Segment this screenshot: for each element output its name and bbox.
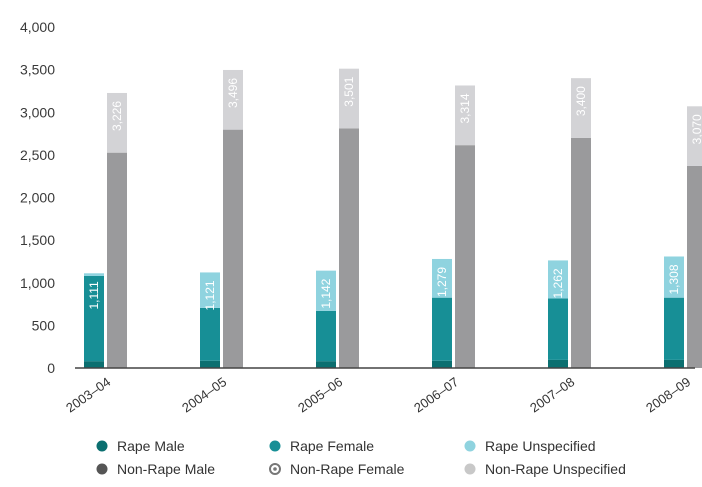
- bar-segment-non-rape-unspecified: [687, 106, 702, 166]
- bar-value-label: 3,501: [342, 76, 356, 106]
- bar-segment-rape-male: [84, 361, 104, 368]
- legend-item: Rape Female: [269, 438, 374, 454]
- bar-segment-rape-male: [664, 359, 684, 368]
- bar-segment-non-rape-unspecified: [571, 78, 591, 138]
- y-tick-label: 3,000: [20, 104, 55, 120]
- x-tick-label: 2005–06: [295, 374, 345, 415]
- bars: 1,111 3,226 1,121 3,496 1,142 3,501 1,279 3,314…: [84, 68, 702, 368]
- bar-segment-non-rape-unspecified: [223, 69, 243, 130]
- y-tick-label: 2,500: [20, 147, 55, 163]
- bar-value-label: 1,121: [203, 280, 217, 310]
- bar-value-label: 3,070: [690, 114, 702, 144]
- bar-segment-rape-unspecified: [84, 273, 104, 276]
- bar-segment-non-rape-unspecified: [107, 92, 127, 153]
- bar-segment-rape-male: [432, 360, 452, 368]
- x-tick-label: 2006–07: [411, 374, 461, 415]
- bar-value-label: 1,279: [435, 267, 449, 297]
- bar-segment-non-rape-male: [455, 145, 475, 368]
- bar-value-label: 1,262: [551, 268, 565, 298]
- legend-dot-icon: [464, 440, 476, 452]
- bar-segment-rape-male: [200, 360, 220, 368]
- bar-segment-non-rape-unspecified: [339, 68, 359, 129]
- legend-dot-icon: [96, 440, 108, 452]
- legend-label: Non-Rape Female: [290, 461, 405, 477]
- bar-value-label: 3,226: [110, 101, 124, 131]
- bar-value-label: 3,314: [458, 93, 472, 123]
- legend-label: Rape Male: [117, 438, 185, 454]
- bar-segment-rape-unspecified: [548, 260, 568, 299]
- legend-item: Non-Rape Unspecified: [464, 461, 626, 477]
- y-tick-label: 2,000: [20, 190, 55, 206]
- bar-segment-non-rape-male: [339, 128, 359, 368]
- legend-dot-icon: [269, 440, 281, 452]
- bar-value-label: 1,111: [87, 281, 101, 310]
- legend-item: Rape Male: [96, 438, 185, 454]
- legend-item: Non-Rape Female: [269, 461, 405, 477]
- bar-value-label: 1,142: [319, 278, 333, 308]
- legend-label: Non-Rape Male: [117, 461, 215, 477]
- bar-value-label: 1,308: [667, 264, 681, 294]
- legend: Rape Male Rape Female Rape Unspecified Non-…: [96, 438, 626, 477]
- x-tick-label: 2008–09: [643, 374, 693, 415]
- y-tick-label: 500: [32, 317, 56, 333]
- bar-segment-non-rape-male: [107, 152, 127, 368]
- bar-segment-non-rape-male: [571, 137, 591, 368]
- bar-segment-rape-male: [548, 359, 568, 368]
- bar-segment-rape-male: [316, 361, 336, 368]
- y-tick-label: 1,000: [20, 275, 55, 291]
- bar-segment-rape-female: [316, 310, 336, 362]
- bar-segment-rape-unspecified: [316, 270, 336, 311]
- bar-segment-rape-female: [200, 307, 220, 361]
- legend-dot-icon: [96, 463, 108, 475]
- bar-segment-non-rape-male: [223, 129, 243, 368]
- x-tick-label: 2004–05: [179, 374, 229, 415]
- bar-segment-rape-unspecified: [200, 272, 220, 308]
- legend-label: Non-Rape Unspecified: [485, 461, 626, 477]
- y-tick-label: 3,500: [20, 62, 55, 78]
- x-axis: 2003–04 2004–05 2005–06 2006–07 2007–08 2008–…: [63, 374, 693, 415]
- bar-segment-rape-female: [84, 275, 104, 362]
- bar-segment-rape-unspecified: [664, 256, 684, 298]
- bar-value-label: 3,496: [226, 78, 240, 108]
- bar-segment-rape-female: [664, 297, 684, 360]
- bar-segment-non-rape-unspecified: [455, 85, 475, 146]
- bar-segment-rape-female: [432, 297, 452, 361]
- y-tick-label: 0: [47, 360, 55, 376]
- legend-item: Non-Rape Male: [96, 461, 215, 477]
- legend-item: Rape Unspecified: [464, 438, 596, 454]
- legend-label: Rape Female: [290, 438, 374, 454]
- y-tick-label: 4,000: [20, 19, 55, 35]
- legend-label: Rape Unspecified: [485, 438, 596, 454]
- bar-segment-rape-female: [548, 298, 568, 360]
- bar-segment-non-rape-male: [687, 165, 702, 368]
- y-axis: 4,000 3,500 3,000 2,500 2,000 1,500 1,000 500 0: [20, 19, 55, 376]
- y-tick-label: 1,500: [20, 232, 55, 248]
- x-tick-label: 2007–08: [527, 374, 577, 415]
- bar-segment-rape-unspecified: [432, 258, 452, 298]
- legend-dot-icon: [464, 463, 476, 475]
- legend-ring-center-icon: [273, 467, 277, 471]
- bar-value-label: 3,400: [574, 86, 588, 116]
- x-tick-label: 2003–04: [63, 374, 113, 415]
